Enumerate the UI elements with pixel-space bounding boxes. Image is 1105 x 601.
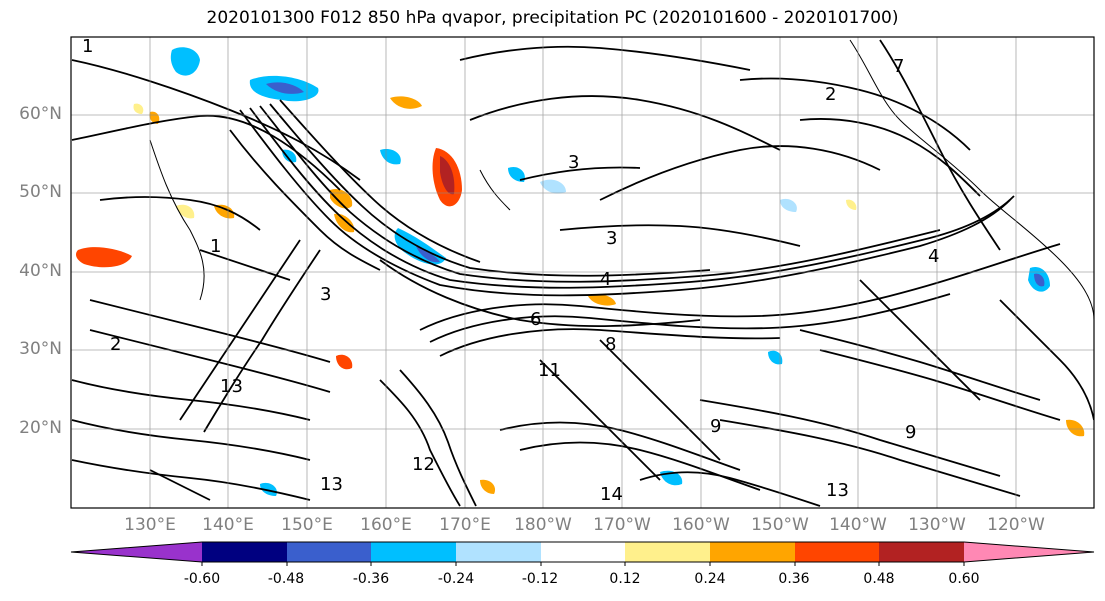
colorbar-swatch [71, 542, 202, 562]
contour-label: 9 [710, 416, 721, 437]
contour-label: 1 [82, 36, 93, 57]
lon-label: 120°W [987, 515, 1045, 535]
lat-label: 40°N [19, 261, 62, 281]
contour-label: 4 [928, 246, 939, 267]
contour-label: 13 [320, 474, 343, 495]
contour-label: 4 [600, 269, 611, 290]
contour-label: 11 [538, 360, 561, 381]
precip-patches [76, 47, 1085, 496]
lon-label: 160°W [672, 515, 730, 535]
contour-label: 2 [110, 334, 121, 355]
colorbar-tick-label: 0.12 [609, 571, 641, 587]
contour-label: 8 [605, 334, 616, 355]
colorbar-swatch [371, 542, 456, 562]
contour-label: 13 [220, 376, 243, 397]
lon-label: 170°E [439, 515, 491, 535]
map-title: 2020101300 F012 850 hPa qvapor, precipit… [206, 8, 899, 28]
map-area: 1 2 3 3 4 4 6 8 9 11 12 13 13 14 1 2 3 9… [71, 36, 1094, 508]
lon-label: 150°W [751, 515, 809, 535]
contour-lines [71, 39, 1094, 507]
colorbar-swatch [287, 542, 371, 562]
lon-label: 180°W [514, 515, 572, 535]
contour-label: 3 [320, 284, 331, 305]
lon-label: 130°E [124, 515, 176, 535]
colorbar-swatch [795, 542, 879, 562]
lat-label: 60°N [19, 104, 62, 124]
colorbar-swatch [879, 542, 964, 562]
contour-label: 3 [568, 152, 579, 173]
contour-label: 12 [412, 454, 435, 475]
contour-label-group: 1 2 3 3 4 4 6 8 9 11 12 13 13 14 1 2 3 9… [82, 36, 939, 505]
colorbar-tick-label: -0.12 [521, 571, 559, 587]
colorbar-tick-label: -0.24 [437, 571, 475, 587]
colorbar-tick-label: -0.60 [183, 571, 221, 587]
colorbar-swatch [964, 542, 1094, 562]
lat-label: 20°N [19, 418, 62, 438]
lon-label: 170°W [593, 515, 651, 535]
contour-label: 9 [905, 422, 916, 443]
contour-label: 7 [893, 56, 904, 77]
colorbar-tick-label: -0.48 [267, 571, 305, 587]
lon-label: 140°E [202, 515, 254, 535]
colorbar-swatch [710, 542, 795, 562]
contour-label: 6 [530, 309, 541, 330]
lon-label: 140°W [829, 515, 887, 535]
lat-label: 30°N [19, 339, 62, 359]
contour-label: 3 [606, 228, 617, 249]
colorbar-tick-label: -0.36 [352, 571, 390, 587]
colorbar-tick-label: 0.48 [863, 571, 895, 587]
lon-label: 130°W [908, 515, 966, 535]
colorbar [70, 541, 1095, 566]
colorbar-swatch [202, 542, 287, 562]
colorbar-swatch [541, 542, 625, 562]
colorbar-swatch [625, 542, 710, 562]
lat-label: 50°N [19, 182, 62, 202]
contour-label: 1 [210, 236, 221, 257]
colorbar-tick-label: 0.24 [694, 571, 726, 587]
contour-label: 14 [600, 484, 623, 505]
lon-label: 150°E [281, 515, 333, 535]
colorbar-tick-label: 0.60 [948, 571, 980, 587]
lon-label: 160°E [360, 515, 412, 535]
gridlines [71, 37, 1094, 508]
colorbar-tick-label: 0.36 [778, 571, 810, 587]
contour-label: 13 [826, 480, 849, 501]
colorbar-swatch [456, 542, 541, 562]
contour-label: 2 [825, 84, 836, 105]
map-frame [70, 36, 1095, 509]
